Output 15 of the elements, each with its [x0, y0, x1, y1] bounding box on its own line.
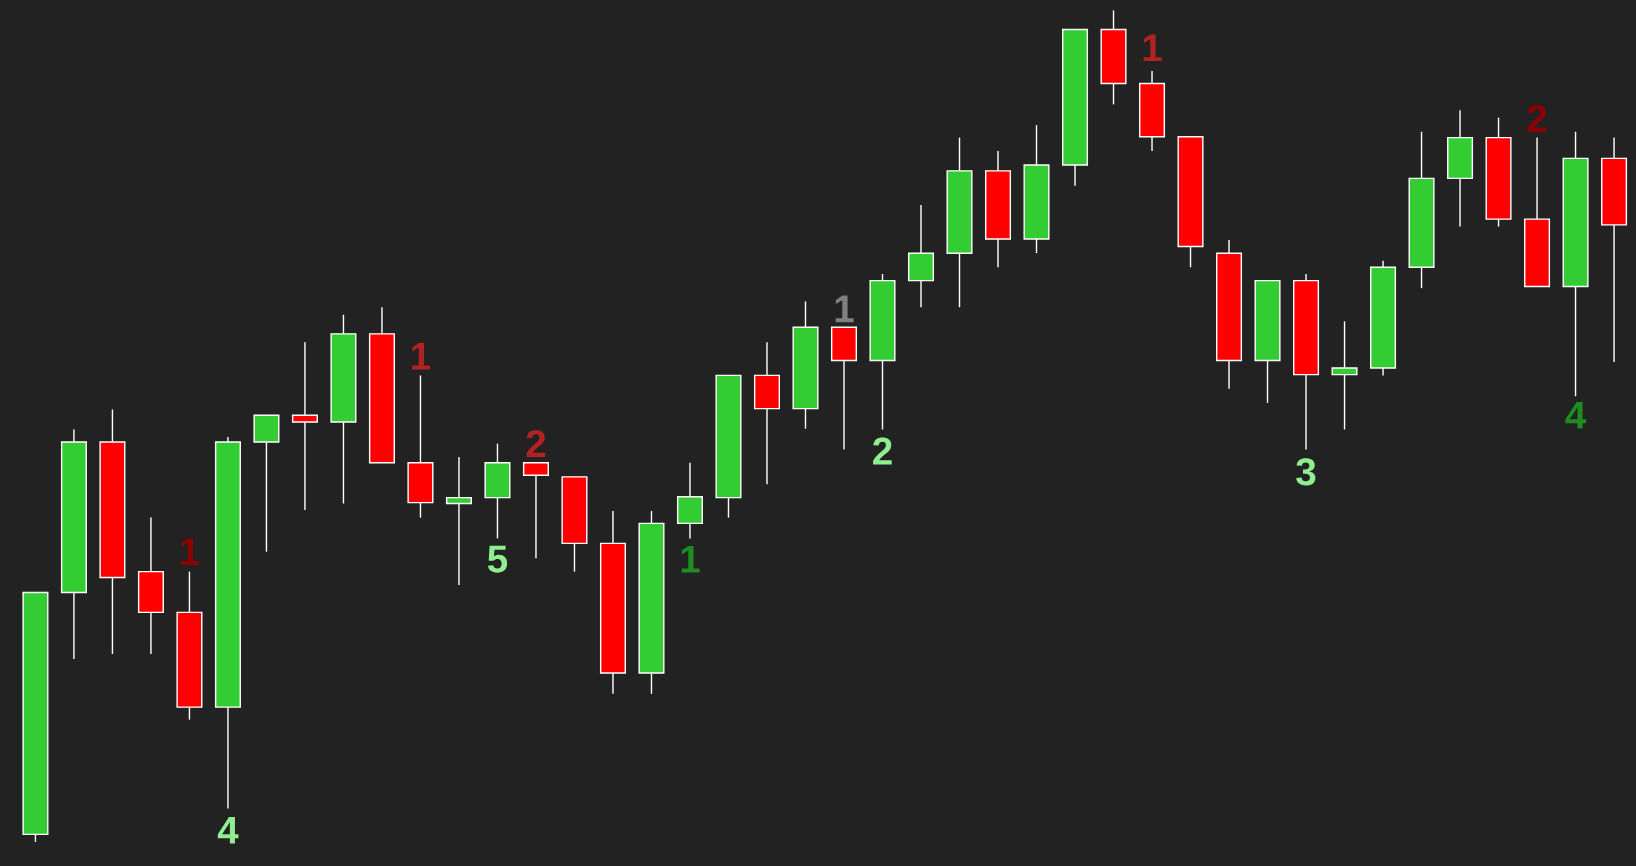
annotation: 3	[1296, 458, 1316, 486]
candlestick	[291, 341, 318, 511]
annotation: 1	[181, 538, 200, 565]
annotation: 1	[835, 295, 854, 323]
candlestick	[445, 456, 472, 586]
annotation: 4	[217, 816, 239, 844]
annotation: 1	[1143, 34, 1162, 62]
candlestick	[1331, 320, 1358, 431]
annotation: 2	[873, 437, 892, 465]
annotation: 2	[1527, 105, 1547, 132]
annotation: 2	[526, 430, 546, 458]
annotation: 1	[412, 343, 431, 370]
annotation: 5	[487, 545, 508, 573]
annotation: 4	[1565, 402, 1587, 429]
annotation: 1	[681, 545, 700, 573]
